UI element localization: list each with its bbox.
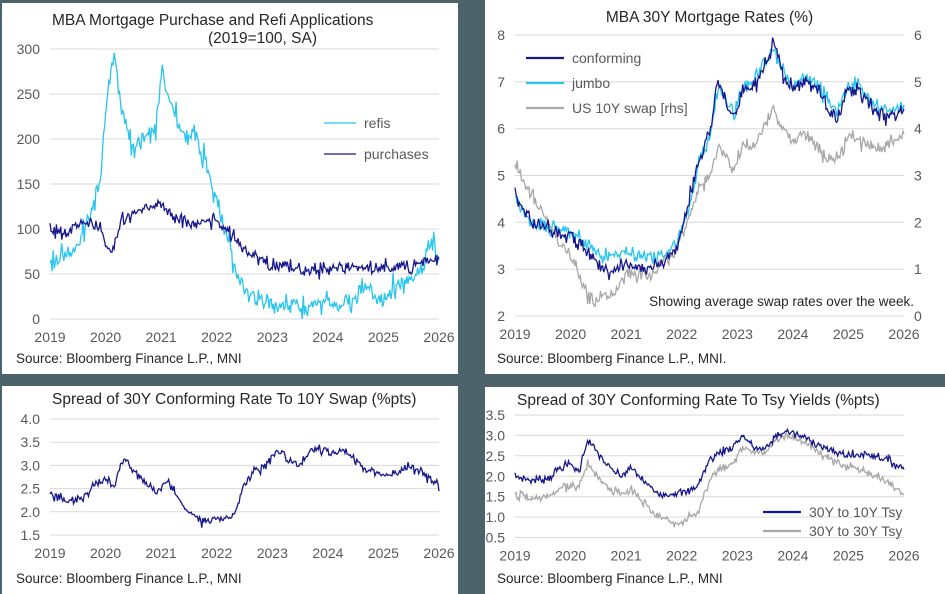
svg-text:7: 7	[497, 74, 505, 90]
svg-text:200: 200	[17, 131, 41, 147]
svg-text:2022: 2022	[666, 326, 697, 342]
svg-text:3: 3	[914, 168, 922, 184]
svg-text:0: 0	[32, 311, 40, 327]
svg-text:2023: 2023	[257, 329, 288, 345]
svg-text:2026: 2026	[888, 548, 919, 564]
svg-text:300: 300	[17, 41, 41, 57]
svg-text:2025: 2025	[833, 326, 864, 342]
svg-text:2022: 2022	[666, 548, 697, 564]
svg-text:3.5: 3.5	[486, 407, 506, 423]
svg-text:Showing average swap rates ove: Showing average swap rates over the week…	[649, 294, 914, 309]
svg-text:2024: 2024	[777, 326, 808, 342]
svg-text:2021: 2021	[146, 545, 177, 561]
svg-text:50: 50	[24, 266, 40, 282]
svg-text:2021: 2021	[146, 329, 177, 345]
svg-text:5: 5	[914, 74, 922, 90]
svg-text:2019: 2019	[34, 545, 65, 561]
svg-text:2022: 2022	[201, 545, 232, 561]
svg-text:1.5: 1.5	[21, 527, 41, 543]
svg-text:2019: 2019	[34, 329, 65, 345]
svg-text:0.5: 0.5	[486, 530, 506, 546]
svg-text:2020: 2020	[555, 326, 586, 342]
svg-text:4: 4	[914, 121, 922, 137]
svg-text:2024: 2024	[777, 548, 808, 564]
svg-text:6: 6	[497, 121, 505, 137]
svg-text:2020: 2020	[90, 329, 121, 345]
svg-text:150: 150	[17, 176, 41, 192]
svg-text:2026: 2026	[888, 326, 919, 342]
svg-text:2025: 2025	[368, 545, 399, 561]
svg-text:30Y to 10Y Tsy: 30Y to 10Y Tsy	[809, 504, 902, 520]
svg-text:purchases: purchases	[364, 146, 429, 162]
svg-text:2.0: 2.0	[486, 468, 506, 484]
svg-text:3.0: 3.0	[21, 457, 41, 473]
svg-text:2020: 2020	[555, 548, 586, 564]
svg-text:2025: 2025	[368, 329, 399, 345]
svg-text:5: 5	[497, 168, 505, 184]
svg-text:8: 8	[497, 27, 505, 43]
svg-text:2023: 2023	[722, 548, 753, 564]
svg-text:2019: 2019	[499, 326, 530, 342]
svg-text:1.0: 1.0	[486, 509, 506, 525]
svg-text:1.5: 1.5	[486, 489, 506, 505]
svg-text:6: 6	[914, 27, 922, 43]
svg-text:conforming: conforming	[572, 50, 641, 66]
svg-text:2021: 2021	[611, 326, 642, 342]
svg-text:Spread of 30Y Conforming Rate: Spread of 30Y Conforming Rate To Tsy Yie…	[517, 392, 880, 409]
svg-text:2.5: 2.5	[486, 448, 506, 464]
svg-text:2025: 2025	[833, 548, 864, 564]
svg-text:2023: 2023	[722, 326, 753, 342]
svg-text:3.0: 3.0	[486, 427, 506, 443]
svg-text:US 10Y swap [rhs]: US 10Y swap [rhs]	[572, 100, 688, 116]
svg-text:2024: 2024	[312, 545, 343, 561]
svg-text:2026: 2026	[423, 329, 454, 345]
svg-text:3.5: 3.5	[21, 434, 41, 450]
svg-text:2: 2	[914, 214, 922, 230]
svg-text:2.0: 2.0	[21, 504, 41, 520]
svg-text:100: 100	[17, 221, 41, 237]
svg-text:2.5: 2.5	[21, 481, 41, 497]
svg-text:(2019=100, SA): (2019=100, SA)	[208, 30, 317, 47]
svg-text:2024: 2024	[312, 329, 343, 345]
svg-text:4: 4	[497, 214, 505, 230]
svg-text:2023: 2023	[257, 545, 288, 561]
svg-text:Spread of 30Y Conforming Rate: Spread of 30Y Conforming Rate To 10Y Swa…	[52, 391, 416, 408]
svg-text:2019: 2019	[499, 548, 530, 564]
svg-text:4.0: 4.0	[21, 411, 41, 427]
svg-text:jumbo: jumbo	[571, 75, 610, 91]
svg-text:2026: 2026	[423, 545, 454, 561]
svg-text:2: 2	[497, 308, 505, 324]
svg-text:1: 1	[914, 261, 922, 277]
svg-text:MBA 30Y Mortgage Rates (%): MBA 30Y Mortgage Rates (%)	[606, 9, 813, 26]
svg-text:2022: 2022	[201, 329, 232, 345]
svg-text:250: 250	[17, 86, 41, 102]
svg-text:30Y to 30Y Tsy: 30Y to 30Y Tsy	[809, 523, 902, 539]
svg-text:refis: refis	[364, 115, 390, 131]
svg-text:MBA Mortgage Purchase and Refi: MBA Mortgage Purchase and Refi Applicati…	[52, 12, 374, 29]
svg-text:2021: 2021	[611, 548, 642, 564]
svg-text:2020: 2020	[90, 545, 121, 561]
svg-text:3: 3	[497, 261, 505, 277]
svg-text:0: 0	[914, 308, 922, 324]
